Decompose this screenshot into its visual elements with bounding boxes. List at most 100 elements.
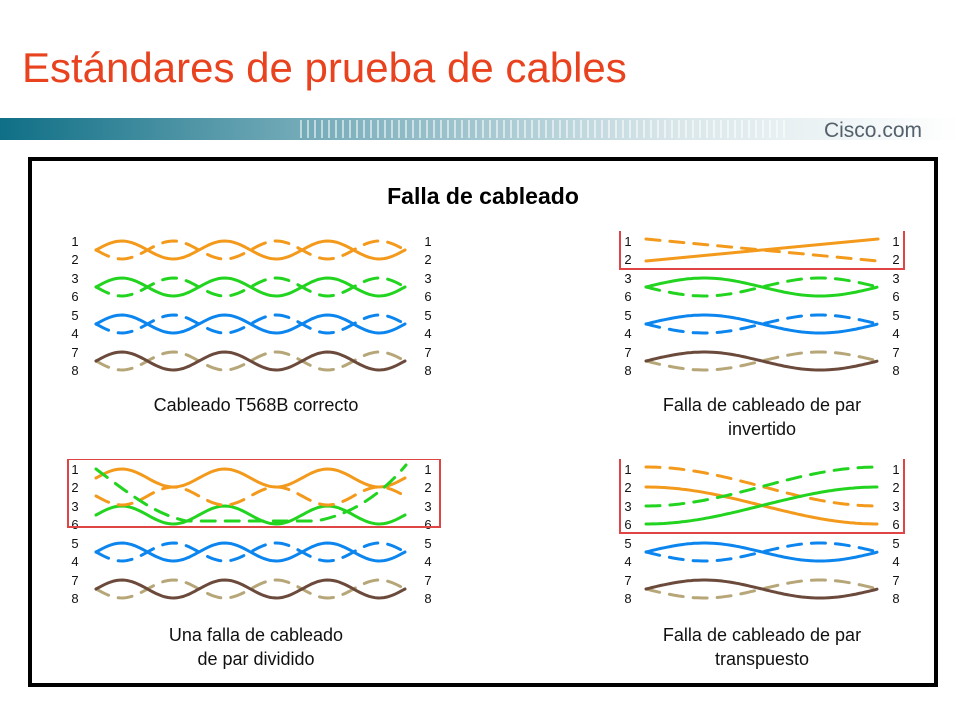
pin-label-left: 1 <box>624 462 631 477</box>
pin-label-right: 6 <box>424 289 431 304</box>
pin-label-right: 5 <box>892 536 899 551</box>
caption-split-line-1: Una falla de cableado <box>168 625 344 645</box>
caption-split-line-2: de par dividido <box>197 649 315 669</box>
wire-striped <box>644 541 879 563</box>
fault-highlight-box <box>619 231 905 270</box>
pin-label-right: 8 <box>424 363 431 378</box>
header-bar <box>0 118 960 140</box>
wire-solid <box>94 313 407 335</box>
pin-label-left: 1 <box>624 234 631 249</box>
diagram-correct: 1 2 3 6 5 4 7 8 1 2 3 6 5 4 7 8 <box>71 234 431 378</box>
pin-label-left: 1 <box>71 462 78 477</box>
diagram-transposed: 1 2 3 6 5 4 7 8 1 2 3 6 5 4 7 8 <box>619 459 905 606</box>
wire-striped <box>94 485 407 507</box>
fault-highlight-box <box>619 459 905 534</box>
pin-label-left: 2 <box>71 252 78 267</box>
pin-label-right: 2 <box>424 252 431 267</box>
pin-label-right: 2 <box>892 480 899 495</box>
pin-label-right: 7 <box>892 345 899 360</box>
pin-label-right: 4 <box>892 326 899 341</box>
page-title: Estándares de prueba de cables <box>22 44 627 91</box>
pin-label-left: 4 <box>71 554 78 569</box>
pin-label-right: 1 <box>892 234 899 249</box>
pin-label-right: 2 <box>892 252 899 267</box>
pin-label-left: 6 <box>624 289 631 304</box>
wire-striped <box>644 465 879 508</box>
pin-label-left: 7 <box>71 345 78 360</box>
caption-reversed-line-1: Falla de cableado de par <box>662 395 862 415</box>
pin-label-left: 3 <box>624 499 631 514</box>
wire-solid <box>644 485 879 526</box>
figure-heading: Falla de cableado <box>387 183 579 209</box>
pin-label-left: 8 <box>71 591 78 606</box>
pin-label-right: 7 <box>892 573 899 588</box>
pin-label-right: 8 <box>892 363 899 378</box>
wire-solid <box>94 467 407 489</box>
diagram-split: 1 2 3 6 5 4 7 8 1 2 3 6 5 4 7 8 <box>67 459 441 606</box>
pin-label-left: 5 <box>71 536 78 551</box>
pin-label-right: 2 <box>424 480 431 495</box>
pin-label-left: 8 <box>71 363 78 378</box>
pin-label-left: 5 <box>71 308 78 323</box>
wire-solid <box>644 313 879 335</box>
pin-label-right: 5 <box>892 308 899 323</box>
pin-label-right: 6 <box>892 517 899 532</box>
pin-label-left: 8 <box>624 363 631 378</box>
pin-label-left: 2 <box>624 480 631 495</box>
caption-correct: Cableado T568B correcto <box>66 393 446 417</box>
wire-solid <box>94 276 407 298</box>
fault-highlight-box <box>67 459 441 528</box>
caption-reversed: Falla de cableado de par invertido <box>592 393 932 441</box>
pin-label-right: 8 <box>424 591 431 606</box>
pin-label-left: 1 <box>71 234 78 249</box>
pin-label-right: 1 <box>892 462 899 477</box>
pin-label-left: 2 <box>624 252 631 267</box>
pin-label-right: 7 <box>424 573 431 588</box>
wire-solid <box>94 504 407 526</box>
pin-label-left: 4 <box>71 326 78 341</box>
pin-label-left: 6 <box>71 517 78 532</box>
wire-solid <box>644 237 880 263</box>
pin-label-left: 3 <box>71 499 78 514</box>
pin-label-right: 3 <box>892 271 899 286</box>
pin-label-left: 7 <box>71 573 78 588</box>
pin-label-right: 8 <box>892 591 899 606</box>
pin-label-left: 2 <box>71 480 78 495</box>
pin-label-right: 5 <box>424 308 431 323</box>
pin-label-left: 5 <box>624 308 631 323</box>
wire-striped <box>644 276 879 298</box>
wire-solid <box>94 350 407 372</box>
diagram-reversed: 1 2 3 6 5 4 7 8 1 2 3 6 5 4 7 8 <box>619 231 905 378</box>
pin-label-left: 4 <box>624 554 631 569</box>
pin-label-right: 1 <box>424 462 431 477</box>
figure-frame: Falla de cableado 1 2 3 6 5 4 7 8 1 2 3 6 5 4 7 8 Cable… <box>28 157 938 687</box>
pin-label-right: 3 <box>892 499 899 514</box>
cisco-logo: Cisco.com <box>823 119 922 142</box>
caption-transposed-line-1: Falla de cableado de par <box>662 625 862 645</box>
pin-label-right: 4 <box>424 326 431 341</box>
pin-label-right: 3 <box>424 499 431 514</box>
pin-label-left: 6 <box>624 517 631 532</box>
pin-label-right: 4 <box>424 554 431 569</box>
pin-label-right: 6 <box>424 517 431 532</box>
pin-label-left: 7 <box>624 573 631 588</box>
caption-split: Una falla de cableado de par dividido <box>66 623 446 671</box>
wire-striped <box>644 465 879 508</box>
wire-solid <box>94 578 407 600</box>
pin-label-left: 3 <box>71 271 78 286</box>
pin-label-left: 7 <box>624 345 631 360</box>
caption-transposed: Falla de cableado de par transpuesto <box>592 623 932 671</box>
pin-label-right: 1 <box>424 234 431 249</box>
wire-solid <box>644 276 879 298</box>
wire-striped <box>644 313 879 335</box>
wire-striped <box>644 237 880 263</box>
pin-label-right: 6 <box>892 289 899 304</box>
pin-label-right: 4 <box>892 554 899 569</box>
wire-striped <box>94 463 408 523</box>
caption-correct-line-1: Cableado T568B correcto <box>153 395 359 415</box>
pin-label-left: 4 <box>624 326 631 341</box>
caption-transposed-line-2: transpuesto <box>714 649 810 669</box>
pin-label-right: 5 <box>424 536 431 551</box>
caption-reversed-line-2: invertido <box>727 419 797 439</box>
pin-label-left: 3 <box>624 271 631 286</box>
